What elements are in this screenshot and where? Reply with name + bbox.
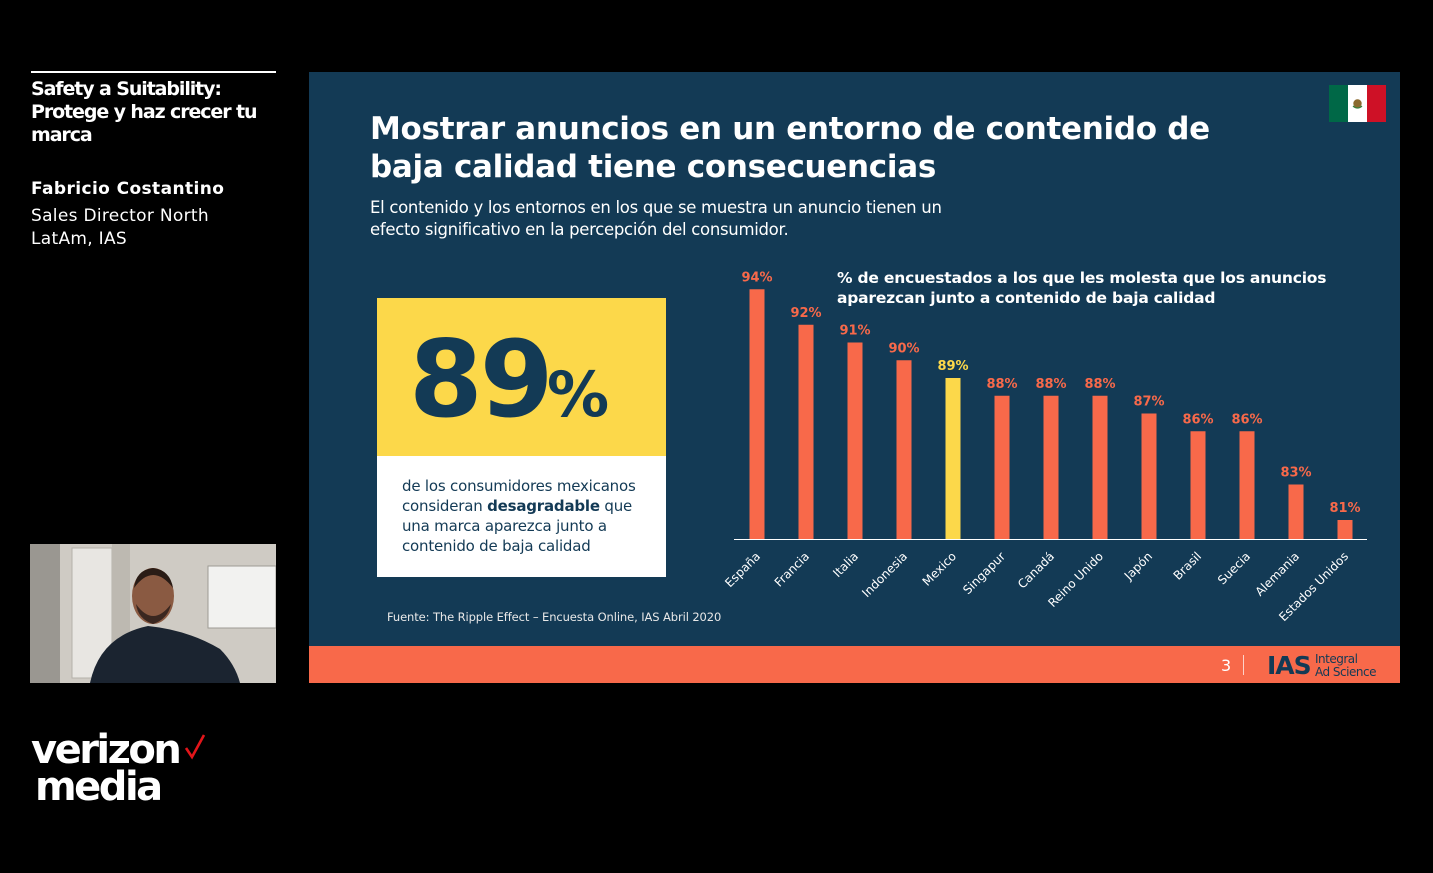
bar-value-label-6: 88% [1035,377,1066,392]
ias-wordmark-line-1: Integral [1315,652,1358,666]
bar-value-label-2: 91% [839,324,870,339]
category-label-4: Mexico [920,549,960,589]
sidebar-rule [31,71,276,73]
category-label-0: España [722,549,763,590]
slide-footer-bar [309,646,1400,683]
bar-8 [1141,413,1157,539]
category-label-8: Japón [1121,549,1155,583]
webcam-feed-image [30,544,276,683]
bar-value-label-8: 87% [1133,395,1164,410]
bar-value-label-9: 86% [1182,412,1213,427]
bar-value-label-1: 92% [790,306,821,321]
speaker-name: Fabricio Costantino [31,179,225,199]
bar-11 [1288,484,1304,539]
flag-emblem-icon [1352,99,1363,109]
stat-number: 89 [409,318,554,441]
slide-title: Mostrar anuncios en un entorno de conten… [370,111,1210,185]
bar-7 [1092,395,1108,539]
bar-value-label-12: 81% [1329,501,1360,516]
stat-desc-after: que una marca aparezca junto a contenido… [402,497,633,555]
source-note: Fuente: The Ripple Effect – Encuesta Onl… [387,610,722,624]
footer-divider [1243,655,1244,675]
mexico-flag-icon [1329,85,1386,122]
bar-value-label-3: 90% [888,341,919,356]
chart-title: % de encuestados a los que les molesta q… [837,269,1327,307]
bar-6 [1043,395,1059,539]
bar-5 [994,395,1010,539]
bar-10 [1239,431,1255,539]
category-label-2: Italia [830,549,861,580]
stat-card: 89 % de los consumidores mexicanos consi… [377,298,666,577]
category-label-6: Canadá [1015,549,1057,591]
category-label-1: Francia [772,549,812,589]
country-bar-chart: 94% España 92% Francia 91% Italia 90% Indonesia… [722,270,1367,624]
bar-3 [896,360,912,539]
brand-line-2: media [35,764,163,810]
stat-highlight-box: 89 % [377,298,666,456]
slide-subtitle: El contenido y los entornos en los que s… [370,198,942,239]
ias-wordmark: Integral Ad Science [1315,653,1376,679]
category-label-9: Brasil [1171,549,1205,583]
verizon-media-logo: verizon media [31,727,182,810]
speaker-video[interactable] [30,544,276,683]
session-title: Safety a Suitability: Protege y haz crec… [31,78,258,146]
stat-description: de los consumidores mexicanos consideran… [402,476,652,556]
flag-stripe-green [1329,85,1348,122]
speaker-role: Sales Director North LatAm, IAS [31,206,209,249]
bar-value-label-5: 88% [986,377,1017,392]
flag-stripe-red [1367,85,1386,122]
verizon-check-icon [184,734,206,760]
category-label-10: Suecia [1215,549,1253,587]
bar-12 [1337,520,1353,539]
stat-percent-sign: % [547,358,610,431]
bar-value-label-4: 89% [937,359,968,374]
bar-9 [1190,431,1206,539]
bar-2 [847,342,863,539]
flag-stripe-white [1348,85,1367,122]
bar-1 [798,324,814,539]
bar-0 [749,289,765,539]
category-label-5: Singapur [960,549,1008,597]
ias-logo: IAS [1267,651,1312,680]
bar-value-label-0: 94% [741,270,772,285]
bar-4 [945,378,961,539]
brand-line-1: verizon [31,727,182,773]
slide-page-number: 3 [1221,656,1232,675]
stat-desc-before: de los consumidores mexicanos consideran [402,477,636,515]
presentation-slide: Mostrar anuncios en un entorno de conten… [309,72,1400,683]
stat-desc-bold: desagradable [487,497,600,515]
ias-wordmark-line-2: Ad Science [1315,665,1376,679]
bar-value-label-7: 88% [1084,377,1115,392]
category-label-3: Indonesia [859,549,910,600]
bar-value-label-10: 86% [1231,412,1262,427]
bar-value-label-11: 83% [1280,466,1311,481]
category-label-11: Alemania [1252,549,1302,599]
